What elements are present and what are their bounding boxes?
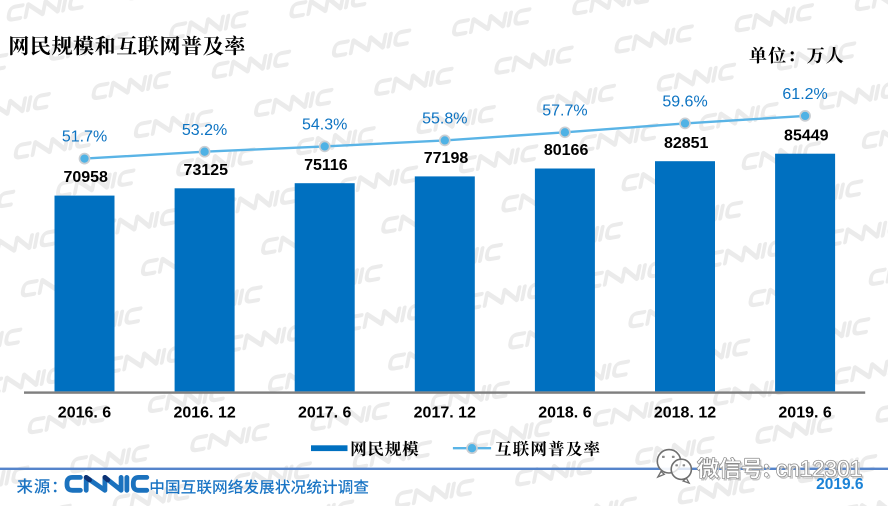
svg-text:2017. 6: 2017. 6 [298,405,351,422]
svg-text:82851: 82851 [664,135,709,152]
svg-text:53.2%: 53.2% [182,122,227,139]
svg-text:54.3%: 54.3% [302,117,347,134]
svg-text:2019.6: 2019.6 [816,476,864,493]
svg-text:2016. 6: 2016. 6 [58,405,111,422]
svg-text:59.6%: 59.6% [662,94,707,111]
svg-text:61.2%: 61.2% [782,86,827,103]
svg-text:2017. 12: 2017. 12 [414,405,476,422]
svg-text:51.7%: 51.7% [62,129,107,146]
svg-text:2016. 12: 2016. 12 [173,405,235,422]
svg-text:2018. 6: 2018. 6 [538,405,591,422]
svg-text:70958: 70958 [63,169,108,186]
svg-text:57.7%: 57.7% [542,102,587,119]
svg-text:80166: 80166 [544,142,589,159]
svg-text:75116: 75116 [304,157,348,174]
svg-text:85449: 85449 [784,127,829,144]
svg-text:73125: 73125 [184,162,229,179]
svg-text:55.8%: 55.8% [422,111,467,128]
svg-text:2018. 12: 2018. 12 [654,405,716,422]
svg-text:77198: 77198 [424,150,469,167]
svg-text:2019. 6: 2019. 6 [778,405,831,422]
